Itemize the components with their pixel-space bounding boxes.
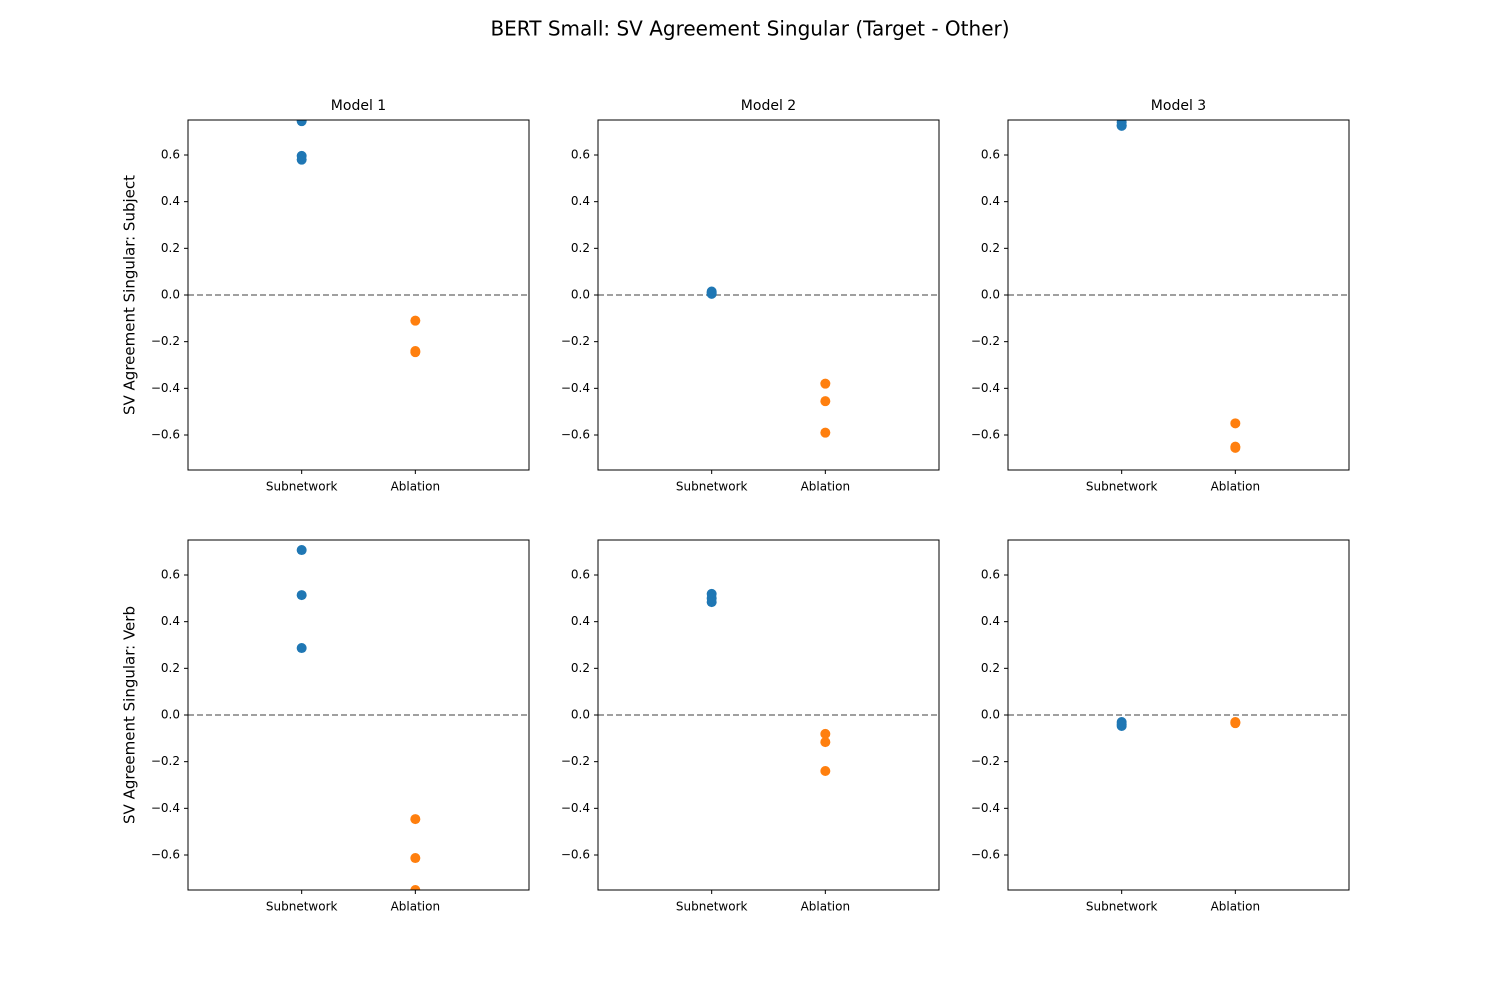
y-axis-label: SV Agreement Singular: Subject: [121, 175, 139, 415]
y-tick-label: 0.0: [571, 288, 590, 302]
y-tick-label: 0.0: [981, 708, 1000, 722]
point: [1230, 418, 1241, 429]
point: [296, 643, 307, 654]
y-tick-label: 0.6: [161, 568, 180, 582]
point: [410, 346, 421, 356]
point: [820, 728, 831, 739]
axes-frame: [1007, 539, 1350, 891]
y-tick-label: 0.0: [161, 288, 180, 302]
axes-frame: [1007, 119, 1350, 471]
y-tick-label: −0.4: [151, 801, 180, 815]
y-tick-label: −0.2: [561, 334, 590, 348]
y-tick-label: 0.2: [981, 241, 1000, 255]
y-tick-label: −0.4: [561, 801, 590, 815]
y-tick-label: 0.6: [571, 568, 590, 582]
point: [410, 315, 421, 326]
subplot-title: Model 2: [741, 98, 796, 114]
subplot-title: Model 3: [1151, 98, 1206, 114]
y-tick-label: −0.2: [971, 334, 1000, 348]
y-tick-label: −0.6: [971, 848, 1000, 862]
point: [706, 288, 717, 299]
y-tick-label: 0.6: [571, 148, 590, 162]
y-tick-label: −0.2: [151, 754, 180, 768]
axes-frame: [187, 539, 530, 891]
x-tick-label: Ablation: [391, 900, 441, 914]
y-tick-label: 0.6: [161, 148, 180, 162]
point: [820, 766, 831, 776]
y-tick-label: 0.6: [981, 568, 1000, 582]
y-tick-label: 0.4: [571, 194, 590, 208]
y-tick-label: 0.4: [161, 194, 180, 208]
subplot: Model 1 SV Agreement Singular: Subject −0.…: [121, 98, 530, 494]
subplot: SV Agreement Singular: Verb −0.6 −0.4 −0.2 0…: [121, 539, 530, 914]
x-tick-label: Ablation: [391, 480, 441, 494]
y-tick-label: −0.4: [971, 801, 1000, 815]
x-tick-label: Subnetwork: [266, 480, 338, 494]
y-tick-label: −0.4: [971, 381, 1000, 395]
x-tick-label: Subnetwork: [1086, 480, 1158, 494]
y-tick-label: 0.6: [981, 148, 1000, 162]
x-tick-label: Ablation: [801, 900, 851, 914]
point: [296, 545, 307, 556]
point: [1230, 718, 1241, 729]
point: [1116, 719, 1127, 730]
x-tick-label: Ablation: [1211, 900, 1261, 914]
x-tick-label: Ablation: [801, 480, 851, 494]
x-tick-label: Subnetwork: [266, 900, 338, 914]
y-tick-label: −0.6: [561, 848, 590, 862]
axes-frame: [187, 119, 530, 471]
x-tick-label: Subnetwork: [1086, 900, 1158, 914]
y-tick-label: 0.0: [571, 708, 590, 722]
point: [296, 590, 307, 601]
point: [820, 396, 831, 407]
point: [820, 427, 831, 438]
subplot: −0.6 −0.4 −0.2 0.0 0.2 0.4 0.6 Subnetwork Ablati…: [971, 539, 1350, 914]
y-tick-label: −0.6: [561, 428, 590, 442]
point: [1116, 120, 1127, 131]
y-tick-label: −0.2: [971, 754, 1000, 768]
x-tick-label: Subnetwork: [676, 480, 748, 494]
y-axis-label: SV Agreement Singular: Verb: [121, 606, 139, 824]
subplot: Model 2 −0.6 −0.4 −0.2 0.0 0.2 0.4 0.6 Subnetwor…: [561, 98, 940, 494]
point: [820, 378, 831, 389]
point: [410, 853, 421, 864]
y-tick-label: −0.6: [151, 428, 180, 442]
point: [706, 597, 717, 608]
y-tick-label: 0.4: [571, 614, 590, 628]
y-tick-label: −0.2: [151, 334, 180, 348]
y-tick-label: 0.2: [161, 661, 180, 675]
y-tick-label: 0.0: [161, 708, 180, 722]
x-tick-label: Subnetwork: [676, 900, 748, 914]
y-tick-label: 0.2: [161, 241, 180, 255]
y-tick-label: 0.0: [981, 288, 1000, 302]
subplot: Model 3 −0.6 −0.4 −0.2 0.0 0.2 0.4 0.6 Subnetwor…: [971, 98, 1350, 494]
y-tick-label: 0.4: [981, 194, 1000, 208]
y-tick-label: −0.6: [971, 428, 1000, 442]
y-tick-label: 0.4: [161, 614, 180, 628]
point: [296, 120, 307, 127]
subplot-title: Model 1: [331, 98, 386, 114]
y-tick-label: 0.2: [981, 661, 1000, 675]
point: [410, 814, 421, 825]
figure-title: BERT Small: SV Agreement Singular (Targe…: [490, 17, 1009, 41]
point: [1230, 442, 1241, 453]
y-tick-label: 0.4: [981, 614, 1000, 628]
subplot: −0.6 −0.4 −0.2 0.0 0.2 0.4 0.6 Subnetwork Ablati…: [561, 539, 940, 914]
y-tick-label: −0.2: [561, 754, 590, 768]
y-tick-label: −0.4: [561, 381, 590, 395]
point: [410, 885, 421, 890]
axes-frame: [597, 119, 940, 471]
y-tick-label: −0.6: [151, 848, 180, 862]
axes-frame: [597, 539, 940, 891]
y-tick-label: −0.4: [151, 381, 180, 395]
y-tick-label: 0.2: [571, 241, 590, 255]
point: [296, 154, 307, 165]
y-tick-label: 0.2: [571, 661, 590, 675]
x-tick-label: Ablation: [1211, 480, 1261, 494]
point: [820, 737, 831, 748]
